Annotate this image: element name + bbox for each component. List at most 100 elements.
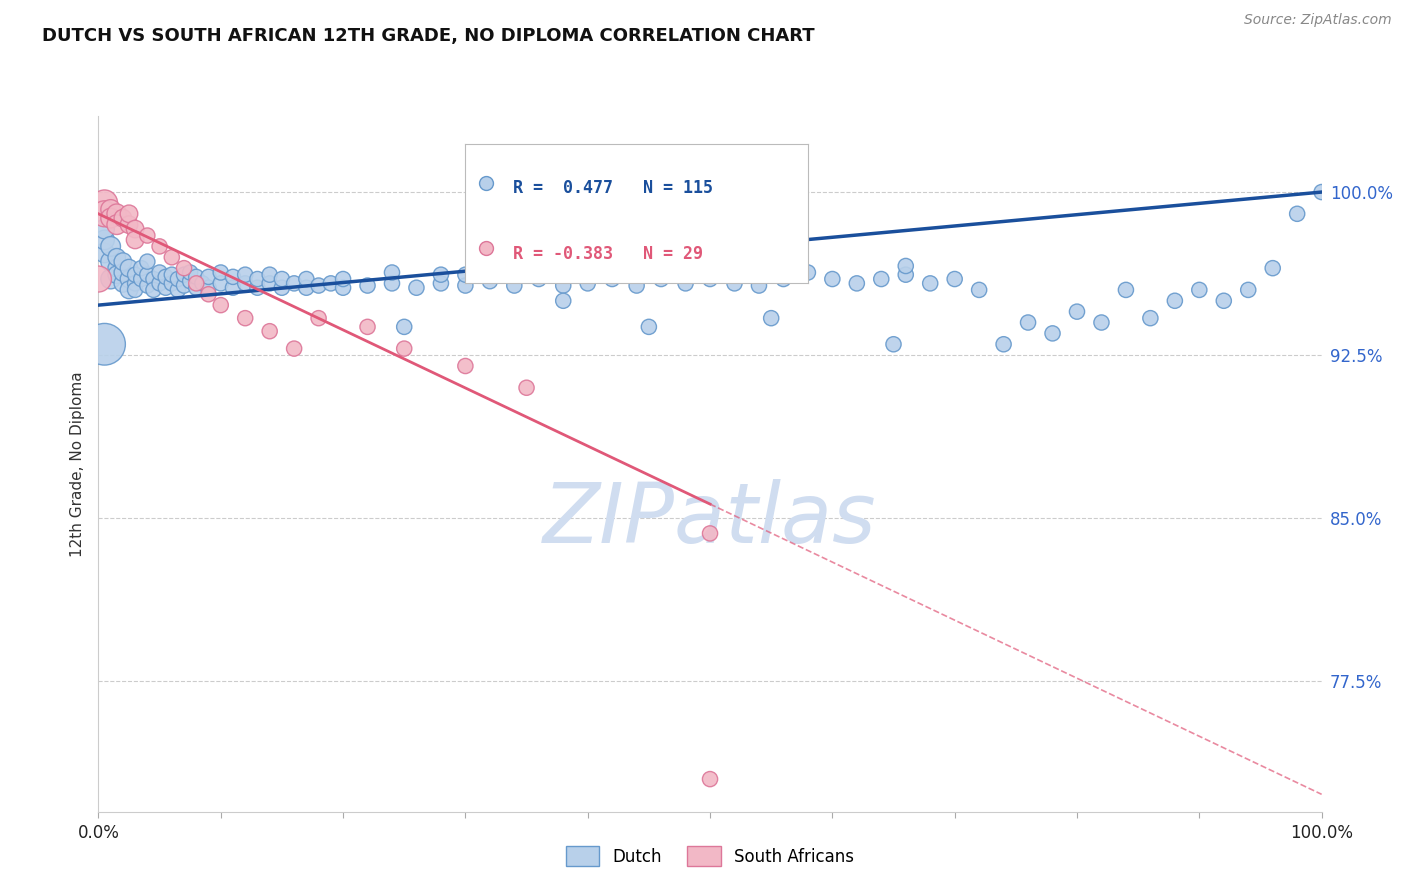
Point xyxy=(626,278,648,293)
Point xyxy=(124,268,146,282)
Point xyxy=(454,278,477,293)
Point xyxy=(167,272,190,286)
Point xyxy=(105,261,128,276)
Point xyxy=(93,207,115,221)
Point xyxy=(699,772,721,786)
Point xyxy=(142,283,165,297)
Point xyxy=(761,311,783,326)
Point xyxy=(943,272,966,286)
Point xyxy=(381,277,404,291)
Point xyxy=(772,272,794,286)
Point xyxy=(209,277,232,291)
Point xyxy=(149,239,172,253)
Point xyxy=(136,268,159,282)
Legend: Dutch, South Africans: Dutch, South Africans xyxy=(560,839,860,873)
Point xyxy=(295,272,318,286)
Point xyxy=(392,342,416,356)
Point xyxy=(723,277,745,291)
Point xyxy=(105,218,128,232)
Point xyxy=(454,268,477,282)
Point xyxy=(118,272,141,286)
Point xyxy=(100,211,122,226)
Point xyxy=(883,337,905,351)
Point xyxy=(503,278,526,293)
Point xyxy=(233,311,256,326)
Point xyxy=(179,265,201,279)
Point xyxy=(515,381,537,395)
Point xyxy=(197,269,219,284)
Point xyxy=(167,283,190,297)
Point xyxy=(553,268,575,282)
Point xyxy=(173,261,195,276)
Point xyxy=(638,319,661,334)
Point xyxy=(186,269,208,284)
Point xyxy=(93,246,115,260)
Point xyxy=(124,283,146,297)
Point xyxy=(356,278,378,293)
Point xyxy=(553,293,575,308)
Point xyxy=(283,277,305,291)
Point xyxy=(600,272,623,286)
Point xyxy=(454,359,477,373)
Point xyxy=(259,268,281,282)
Text: ZIPatlas: ZIPatlas xyxy=(543,479,877,560)
Point xyxy=(93,222,115,236)
Point xyxy=(160,277,183,291)
Point xyxy=(259,324,281,338)
Point xyxy=(93,195,115,210)
Point xyxy=(894,268,917,282)
Point xyxy=(308,311,330,326)
Point xyxy=(1066,304,1088,318)
Point xyxy=(650,261,672,276)
Point xyxy=(105,250,128,264)
Point xyxy=(1017,316,1039,330)
Point xyxy=(1237,283,1260,297)
Point xyxy=(209,265,232,279)
Point xyxy=(100,202,122,217)
Point xyxy=(186,281,208,295)
Point xyxy=(699,526,721,541)
Point xyxy=(920,277,942,291)
Point xyxy=(295,281,318,295)
Point xyxy=(576,277,599,291)
Point xyxy=(173,278,195,293)
Point xyxy=(100,239,122,253)
Point xyxy=(797,265,820,279)
Point xyxy=(478,274,501,288)
Point xyxy=(967,283,990,297)
Point xyxy=(142,272,165,286)
Point xyxy=(155,269,177,284)
Point xyxy=(129,272,152,286)
Point xyxy=(699,261,721,276)
Point xyxy=(118,207,141,221)
Y-axis label: 12th Grade, No Diploma: 12th Grade, No Diploma xyxy=(69,371,84,557)
Point xyxy=(246,281,269,295)
Point xyxy=(553,278,575,293)
Point xyxy=(308,278,330,293)
Point xyxy=(233,277,256,291)
Point xyxy=(173,268,195,282)
Point xyxy=(319,277,342,291)
Point xyxy=(1188,283,1211,297)
Point xyxy=(155,281,177,295)
Point xyxy=(87,272,110,286)
Point xyxy=(1310,185,1333,199)
Point xyxy=(136,228,159,243)
Point xyxy=(430,277,453,291)
Point xyxy=(149,277,172,291)
Point xyxy=(149,265,172,279)
Point xyxy=(259,277,281,291)
Point xyxy=(105,268,128,282)
Point xyxy=(675,277,697,291)
Point xyxy=(197,287,219,301)
Point xyxy=(129,261,152,276)
Point xyxy=(270,272,294,286)
Point xyxy=(111,211,134,226)
Point xyxy=(392,319,416,334)
Point xyxy=(332,272,354,286)
Point xyxy=(160,268,183,282)
Point xyxy=(1286,207,1309,221)
Point xyxy=(93,337,115,351)
Point xyxy=(650,272,672,286)
Point xyxy=(748,278,770,293)
